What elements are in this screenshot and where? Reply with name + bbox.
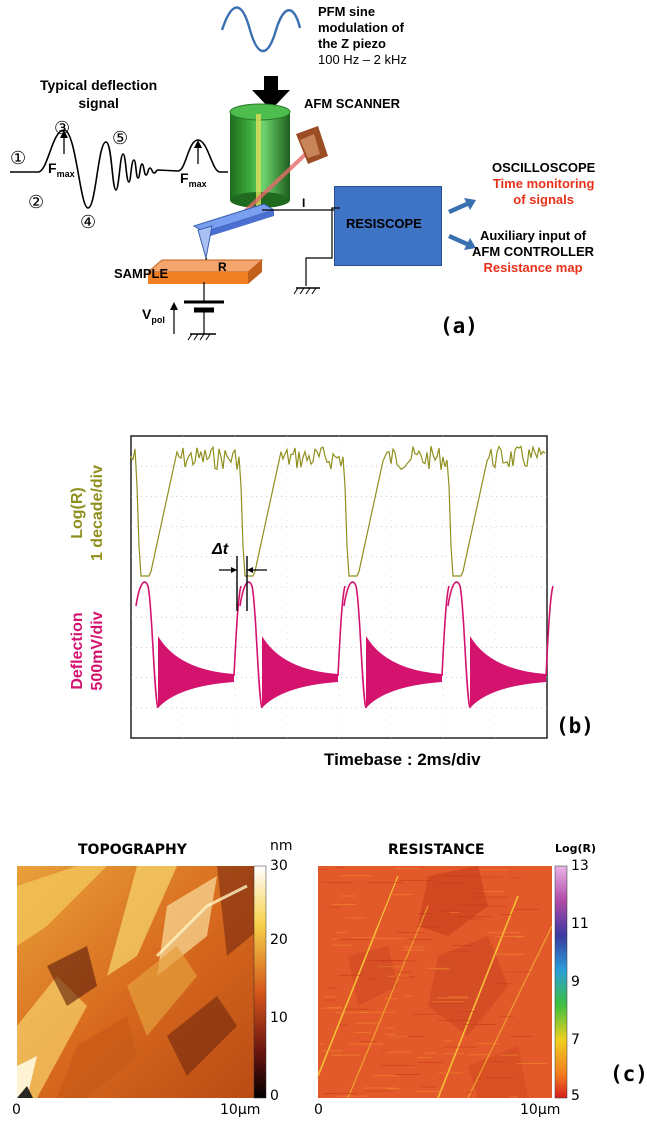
deflection-ringing <box>470 636 546 708</box>
deflection-rise <box>337 585 346 677</box>
delta-t-arrowhead-right <box>247 567 253 573</box>
panel-a-tag: (a) <box>440 314 478 338</box>
deflection-rise <box>441 585 450 677</box>
resistance-unit: Log(R) <box>555 842 596 855</box>
res-x-end: 10µm <box>520 1102 561 1118</box>
topography-map <box>17 866 263 1098</box>
deflection-peak <box>135 581 159 709</box>
topo-tick-0: 0 <box>270 1088 279 1104</box>
typical-signal-title: Typical deflection signal <box>40 77 158 111</box>
panel-b-tag: (b) <box>556 714 594 738</box>
res-tick-11: 11 <box>571 916 589 932</box>
topography-title: TOPOGRAPHY <box>78 842 187 858</box>
logr-trace <box>130 444 546 577</box>
deflection-peak <box>343 581 367 709</box>
marker-2: ② <box>28 192 45 212</box>
topography-colorbar <box>253 865 267 1099</box>
deflection-peak <box>239 581 263 709</box>
pfm-frequency: 100 Hz – 2 kHz <box>318 52 407 67</box>
resiscope-ground-icon <box>293 207 340 295</box>
panel-c-tag: (c) <box>610 1062 647 1086</box>
delta-t-label: Δt <box>212 541 229 558</box>
topo-x-end: 10µm <box>220 1102 261 1118</box>
topo-tick-10: 10 <box>270 1010 288 1026</box>
topography-unit: nm <box>270 838 293 854</box>
timebase-label: Timebase : 2ms/div <box>324 750 481 769</box>
vpol-label: Vpol <box>142 306 165 325</box>
deflection-ringing <box>262 636 338 708</box>
resistance-map <box>317 866 553 1099</box>
sample-label: SAMPLE <box>114 266 169 281</box>
deflection-rise <box>233 585 242 677</box>
deflection-axis-label: Deflection 500mV/div <box>69 611 106 691</box>
pfm-sine-wave <box>220 6 302 52</box>
laser-detector <box>236 126 328 220</box>
resistance-title: RESISTANCE <box>388 842 485 858</box>
res-x-start: 0 <box>314 1102 323 1118</box>
res-tick-13: 13 <box>571 858 589 874</box>
marker-5: ⑤ <box>112 128 129 148</box>
controller-label: Auxiliary input of AFM CONTROLLER Resist… <box>472 228 595 275</box>
topo-x-start: 0 <box>12 1102 21 1118</box>
deflection-ringing <box>366 636 442 708</box>
output-arrow-oscilloscope <box>448 198 476 214</box>
topo-tick-30: 30 <box>270 858 288 874</box>
res-tick-7: 7 <box>571 1032 580 1048</box>
down-arrow-icon <box>252 76 290 110</box>
afm-scanner-cylinder <box>229 103 291 208</box>
current-label: I <box>302 196 306 210</box>
topo-tick-20: 20 <box>270 932 288 948</box>
afm-scanner-label: AFM SCANNER <box>304 96 401 111</box>
typical-deflection-curve <box>10 129 228 209</box>
marker-1: ① <box>10 148 27 168</box>
marker-4: ④ <box>80 212 97 232</box>
battery-ground-icon <box>170 282 224 341</box>
sample-block <box>146 259 264 284</box>
res-tick-9: 9 <box>571 974 580 990</box>
resiscope-label: RESISCOPE <box>346 216 422 231</box>
deflection-ringing <box>158 636 234 708</box>
fmax-label-2: Fmax <box>180 170 207 189</box>
marker-3: ③ <box>54 118 71 138</box>
resistance-colorbar <box>554 865 568 1099</box>
oscilloscope-label: OSCILLOSCOPE Time monitoring of signals <box>492 160 596 207</box>
delta-t-arrowhead-left <box>231 567 237 573</box>
deflection-rise <box>545 585 554 677</box>
resiscope-box <box>334 186 442 266</box>
fmax-label-1: Fmax <box>48 160 75 179</box>
res-tick-5: 5 <box>571 1088 580 1104</box>
deflection-peak <box>447 581 471 709</box>
r-label: R <box>218 260 227 274</box>
oscilloscope-trace <box>130 435 554 739</box>
pfm-title: PFM sine modulation of the Z piezo <box>318 4 404 51</box>
output-arrow-controller <box>448 234 476 250</box>
